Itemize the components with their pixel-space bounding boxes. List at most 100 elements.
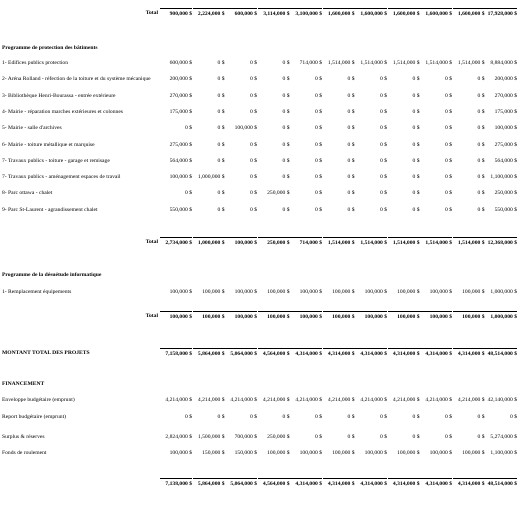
cell: 7,138,000 $ <box>160 478 192 489</box>
cell: 1,600,000 $ <box>420 8 452 19</box>
data-row: 9- Parc St-Laurent - agrandissement chal… <box>0 205 520 215</box>
cell: 3,100,000 $ <box>290 8 322 19</box>
cell: 0 $ <box>380 414 387 420</box>
cell: 0 $ <box>250 76 257 83</box>
cell: 0 $ <box>185 190 192 197</box>
cell: 0 $ <box>412 141 420 148</box>
cell: 4,214,000 $ <box>457 397 485 403</box>
data-row: Enveloppe budgétaire (emprunt) 4,214,000 … <box>0 395 520 405</box>
cell: 4,314,000 $ <box>355 478 387 489</box>
cell: 0 $ <box>445 206 452 213</box>
cell: 4,564,000 $ <box>257 478 290 489</box>
cell: 0 $ <box>477 434 485 440</box>
cell: 0 $ <box>445 414 452 420</box>
cell: 564,000 $ <box>494 157 517 164</box>
cell: 4,314,000 $ <box>387 348 420 359</box>
row-label: Fonds de roulement <box>2 450 47 456</box>
cell: 150,000 $ <box>234 450 257 456</box>
cell: 4,314,000 $ <box>322 478 355 489</box>
cell: 0 $ <box>445 190 452 197</box>
cell: 900,000 $ <box>160 8 192 19</box>
cell: 0 $ <box>282 125 290 132</box>
cell: 1,514,000 $ <box>452 237 485 248</box>
cell: 12,368,000 $ <box>485 237 517 248</box>
cell: 0 $ <box>477 157 485 164</box>
cell: 0 $ <box>282 414 290 420</box>
cell: 100,000 $ <box>169 174 192 181</box>
cell: 0 $ <box>347 92 355 99</box>
cell: 0 $ <box>510 414 517 420</box>
cell: 4,214,000 $ <box>392 397 420 403</box>
row-label: 1- Remplacement équipements <box>2 289 72 295</box>
cell: 4,214,000 $ <box>262 397 290 403</box>
cell: 100,000 $ <box>364 450 387 456</box>
cell: 0 $ <box>347 190 355 197</box>
cell: 0 $ <box>217 141 225 148</box>
cell: 100,000 $ <box>169 450 192 456</box>
cell: 0 $ <box>445 76 452 83</box>
section-title: Programme de la désuétude informatique <box>0 270 520 280</box>
cell: 4,214,000 $ <box>425 397 452 403</box>
cell: 0 $ <box>250 174 257 181</box>
cell: 0 $ <box>282 157 290 164</box>
cell: 1,100,000 $ <box>490 450 517 456</box>
cell: 250,000 $ <box>267 434 290 440</box>
cell: 5,064,000 $ <box>225 348 257 359</box>
cell: 270,000 $ <box>494 92 517 99</box>
data-row: 7- Travaux publics - aménagement espaces… <box>0 172 520 182</box>
row-label: 8- Parc ottawa - chalet <box>2 190 53 197</box>
cell: 17,928,000 $ <box>485 8 517 19</box>
cell: 0 $ <box>412 76 420 83</box>
cell: 0 $ <box>380 174 387 181</box>
cell: 5,864,000 $ <box>192 478 225 489</box>
cell: 0 $ <box>412 125 420 132</box>
cell: 0 $ <box>347 414 355 420</box>
cell: 0 $ <box>477 125 485 132</box>
cell: 0 $ <box>282 92 290 99</box>
cell: 0 $ <box>412 92 420 99</box>
cell: 0 $ <box>380 108 387 115</box>
cell: 200,000 $ <box>494 76 517 83</box>
cell: 0 $ <box>250 414 257 420</box>
cell: 1,514,000 $ <box>420 237 452 248</box>
cell: 4,214,000 $ <box>197 397 225 403</box>
cell: 0 $ <box>477 76 485 83</box>
row-label: 2- Aréna Rolland - réfection de la toitu… <box>2 76 151 83</box>
data-row: 6- Mairie - toiture métallique et marqui… <box>0 140 520 150</box>
row-label: 6- Mairie - toiture métallique et marqui… <box>2 141 95 148</box>
data-row: 7- Travaux publics - toiture - garage et… <box>0 156 520 166</box>
total-row: Total 100,000 $100,000 $100,000 $100,000 … <box>0 311 520 321</box>
cell: 0 $ <box>380 157 387 164</box>
cell: 1,000,000 $ <box>192 237 225 248</box>
cell: 100,000 $ <box>267 289 290 295</box>
row-label: 9- Parc St-Laurent - agrandissement chal… <box>2 206 98 213</box>
cell: 0 $ <box>412 190 420 197</box>
cell: 100,000 $ <box>192 311 225 322</box>
data-row: Report budgétaire (emprunt) 0 $ 0 $ 0 $ 0 $ 0… <box>0 412 520 422</box>
cell: 100,000 $ <box>290 311 322 322</box>
cell: 714,000 $ <box>290 237 322 248</box>
cell: 1,514,000 $ <box>355 237 387 248</box>
cell: 270,000 $ <box>169 92 192 99</box>
cell: 0 $ <box>185 414 192 420</box>
cell: 600,000 $ <box>169 60 192 66</box>
row-label: 3- Bibliothèque Henri-Bourassa - entrée … <box>2 92 116 99</box>
cell: 1,514,000 $ <box>457 60 485 66</box>
cell: 0 $ <box>315 206 322 213</box>
row-label: 5- Mairie - salle d'archives <box>2 125 62 132</box>
cell: 100,000 $ <box>364 289 387 295</box>
cell: 0 $ <box>282 206 290 213</box>
cell: 0 $ <box>445 108 452 115</box>
data-row: 8- Parc ottawa - chalet 0 $ 0 $ 0 $ 250,000 … <box>0 188 520 198</box>
cell: 250,000 $ <box>257 237 290 248</box>
cell: 550,000 $ <box>494 206 517 213</box>
cell: 0 $ <box>380 190 387 197</box>
cell: 1,514,000 $ <box>387 237 420 248</box>
cell: 48,514,000 $ <box>485 478 517 489</box>
cell: 100,000 $ <box>462 450 485 456</box>
row-label: 7- Travaux publics - aménagement espaces… <box>2 174 121 181</box>
cell: 100,000 $ <box>387 311 420 322</box>
cell: 0 $ <box>282 174 290 181</box>
cell: 700,000 $ <box>234 434 257 440</box>
